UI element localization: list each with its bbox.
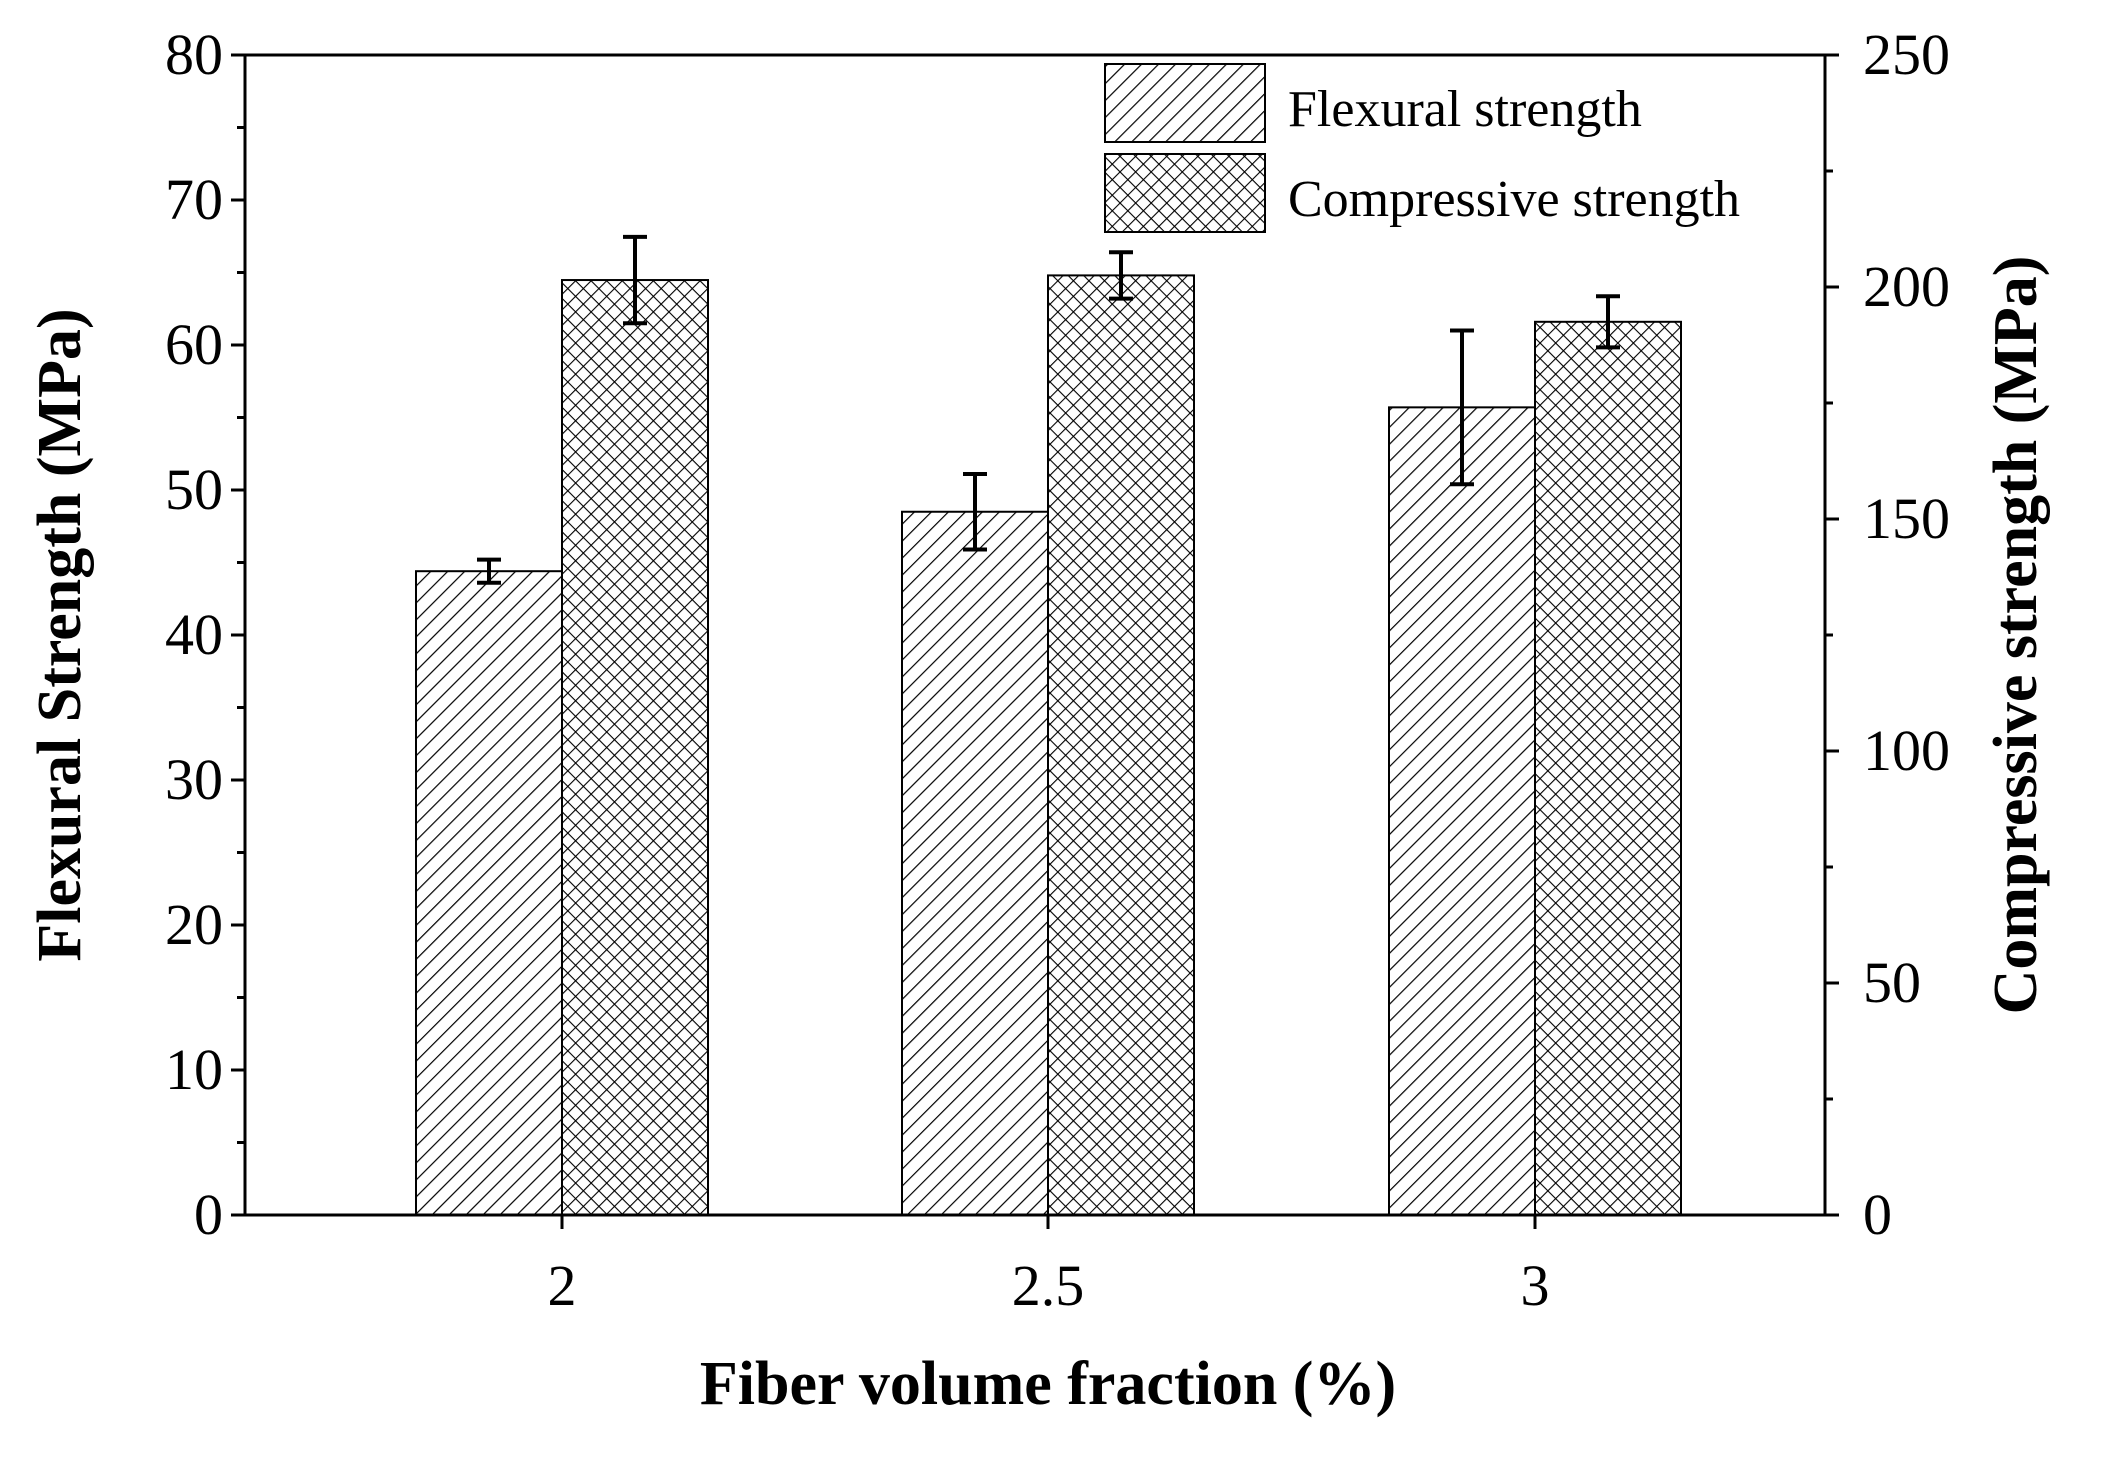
legend-label-compressive: Compressive strength [1288, 171, 1740, 228]
y-tick-label-70: 70 [165, 167, 223, 232]
bars-layer [415, 274, 1682, 1217]
tick-labels-layer: 0 10 20 30 40 50 60 70 80 0 50 100 150 200 250 2 2.5 3 [165, 22, 1950, 1318]
y2-tick-label-200: 200 [1863, 254, 1950, 319]
bar-compressive-2.5 [1047, 274, 1195, 1216]
x-axis-title: Fiber volume fraction (%) [700, 1350, 1396, 1418]
y2-tick-label-100: 100 [1863, 718, 1950, 783]
bar-flexural-3 [1388, 406, 1536, 1217]
y-axis-title: Flexural Strength (MPa) [26, 308, 94, 961]
y-tick-label-0: 0 [194, 1182, 223, 1247]
bar-compressive-3 [1534, 320, 1682, 1216]
y2-tick-label-150: 150 [1863, 486, 1950, 551]
x-tick-label-3: 3 [1521, 1253, 1550, 1318]
legend: Flexural strength Compressive strength [1104, 63, 1740, 233]
bar-compressive-2 [561, 279, 709, 1217]
bar-flexural-2 [415, 570, 563, 1216]
y-tick-label-60: 60 [165, 312, 223, 377]
y-tick-label-40: 40 [165, 602, 223, 667]
y-tick-label-30: 30 [165, 747, 223, 812]
y2-tick-label-250: 250 [1863, 22, 1950, 87]
error-bars-layer [477, 234, 1620, 585]
bar-flexural-2.5 [901, 510, 1049, 1216]
y2-axis-title: Compressive strength (MPa) [1982, 256, 2050, 1015]
legend-label-flexural: Flexural strength [1288, 81, 1642, 138]
legend-swatch-flexural [1104, 63, 1266, 143]
y-tick-label-50: 50 [165, 457, 223, 522]
y-tick-label-80: 80 [165, 22, 223, 87]
x-tick-label-2.5: 2.5 [1012, 1253, 1085, 1318]
y2-tick-label-50: 50 [1863, 950, 1921, 1015]
ticks-layer [231, 53, 1839, 1229]
legend-swatch-compressive [1104, 153, 1266, 233]
x-tick-label-2: 2 [548, 1253, 577, 1318]
y-tick-label-20: 20 [165, 892, 223, 957]
y2-tick-label-0: 0 [1863, 1182, 1892, 1247]
y-tick-label-10: 10 [165, 1037, 223, 1102]
